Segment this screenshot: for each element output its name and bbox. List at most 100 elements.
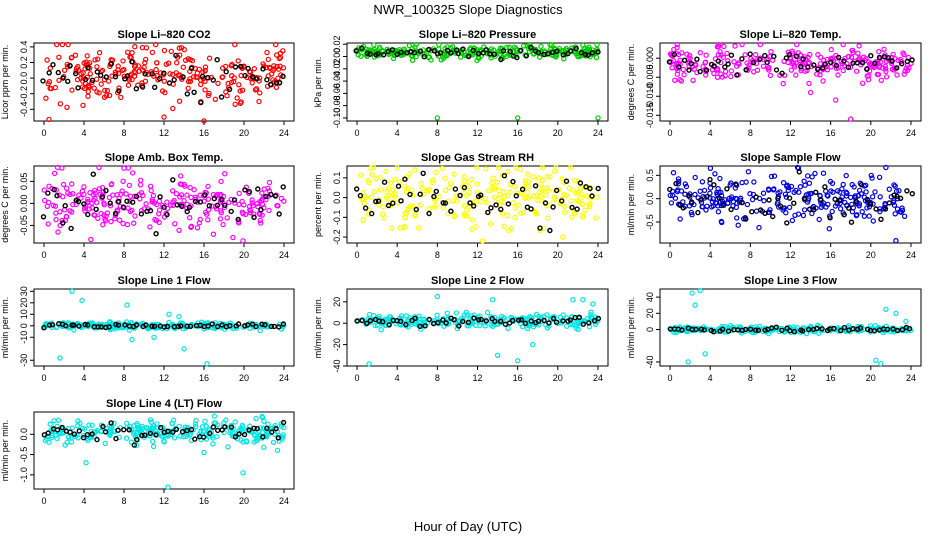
data-point	[149, 438, 156, 445]
data-point	[131, 429, 137, 435]
outlier-point	[161, 114, 167, 120]
highlight-point	[369, 210, 375, 217]
data-point	[237, 100, 244, 107]
data-point	[397, 225, 403, 231]
data-point	[51, 418, 57, 424]
highlight-point	[131, 442, 138, 448]
data-point	[168, 48, 174, 55]
data-point	[672, 77, 678, 84]
data-point	[870, 218, 877, 224]
data-point	[517, 166, 523, 172]
highlight-point	[798, 63, 804, 70]
highlight-point	[82, 76, 89, 83]
y-tick-label: -0.04	[332, 71, 342, 92]
outlier-point	[489, 297, 496, 303]
data-point	[112, 215, 118, 222]
highlight-point	[259, 321, 265, 327]
data-point	[569, 214, 575, 220]
highlight-point	[762, 327, 768, 333]
highlight-point	[254, 426, 260, 432]
data-point	[675, 181, 682, 187]
data-point	[180, 433, 187, 440]
data-point	[510, 199, 517, 206]
data-point	[483, 166, 489, 172]
highlight-point	[223, 68, 229, 75]
highlight-point	[876, 54, 883, 61]
highlight-point	[498, 206, 504, 213]
data-point	[594, 46, 600, 53]
highlight-point	[742, 326, 749, 333]
data-point	[450, 198, 457, 204]
data-point	[79, 425, 86, 432]
highlight-point	[565, 50, 571, 57]
data-point	[147, 183, 154, 189]
highlight-point	[431, 193, 437, 200]
data-point	[102, 440, 108, 447]
data-point	[847, 194, 854, 201]
data-point	[855, 50, 861, 57]
outlier-point	[176, 313, 182, 320]
data-point	[561, 203, 568, 210]
data-point	[573, 190, 579, 196]
chart-panel: Slope Line 1 Flow ml/min per min. -30 -10 0 1…	[0, 275, 295, 383]
highlight-point	[532, 183, 539, 189]
highlight-point	[50, 61, 56, 68]
data-point	[442, 175, 448, 181]
data-point	[47, 65, 54, 71]
chart-panel: Slope Gas Stream RH percent per min. -0.2 -…	[313, 152, 609, 260]
data-point	[685, 60, 691, 66]
data-point	[173, 190, 180, 197]
highlight-point	[805, 64, 811, 70]
data-point	[522, 195, 528, 201]
data-point	[384, 189, 390, 195]
highlight-point	[100, 423, 106, 430]
chart-panel: Slope Li–820 CO2 Licor ppm per min. -0.4-0…	[0, 29, 295, 138]
data-point	[453, 198, 460, 204]
highlight-point	[528, 206, 534, 212]
data-point	[826, 225, 833, 232]
data-point	[389, 225, 395, 231]
data-point	[580, 42, 586, 49]
data-point	[121, 66, 127, 73]
data-point	[205, 92, 212, 99]
highlight-point	[818, 197, 824, 203]
x-tick-label: 4	[395, 128, 400, 138]
data-point	[94, 56, 101, 62]
highlight-point	[586, 320, 592, 326]
highlight-point	[689, 199, 695, 205]
data-point	[714, 74, 721, 81]
data-point	[247, 69, 253, 75]
data-point	[44, 203, 51, 209]
x-tick-label: 4	[395, 250, 400, 260]
data-point	[678, 188, 685, 194]
y-tick-label: 0.0	[332, 191, 342, 204]
data-point	[544, 173, 550, 180]
highlight-point	[426, 46, 432, 53]
data-point	[501, 194, 507, 200]
highlight-point	[867, 201, 874, 207]
figure-xlabel: Hour of Day (UTC)	[414, 519, 522, 534]
highlight-point	[537, 225, 543, 231]
data-point	[54, 423, 61, 430]
highlight-point	[800, 56, 806, 62]
highlight-point	[734, 72, 740, 78]
highlight-point	[192, 436, 198, 442]
data-point	[734, 200, 740, 206]
highlight-point	[197, 199, 204, 205]
data-point	[232, 101, 238, 108]
highlight-point	[510, 317, 516, 324]
highlight-point	[456, 323, 462, 329]
data-point	[252, 87, 259, 93]
data-point	[524, 189, 531, 196]
highlight-point	[522, 320, 529, 326]
highlight-point	[845, 64, 852, 71]
highlight-point	[68, 225, 74, 232]
data-point	[261, 444, 267, 450]
data-point	[249, 197, 255, 203]
y-tick-label: 0.00	[332, 48, 342, 66]
highlight-point	[175, 323, 182, 330]
highlight-point	[173, 52, 179, 59]
data-point	[680, 199, 686, 205]
data-point	[728, 327, 735, 334]
